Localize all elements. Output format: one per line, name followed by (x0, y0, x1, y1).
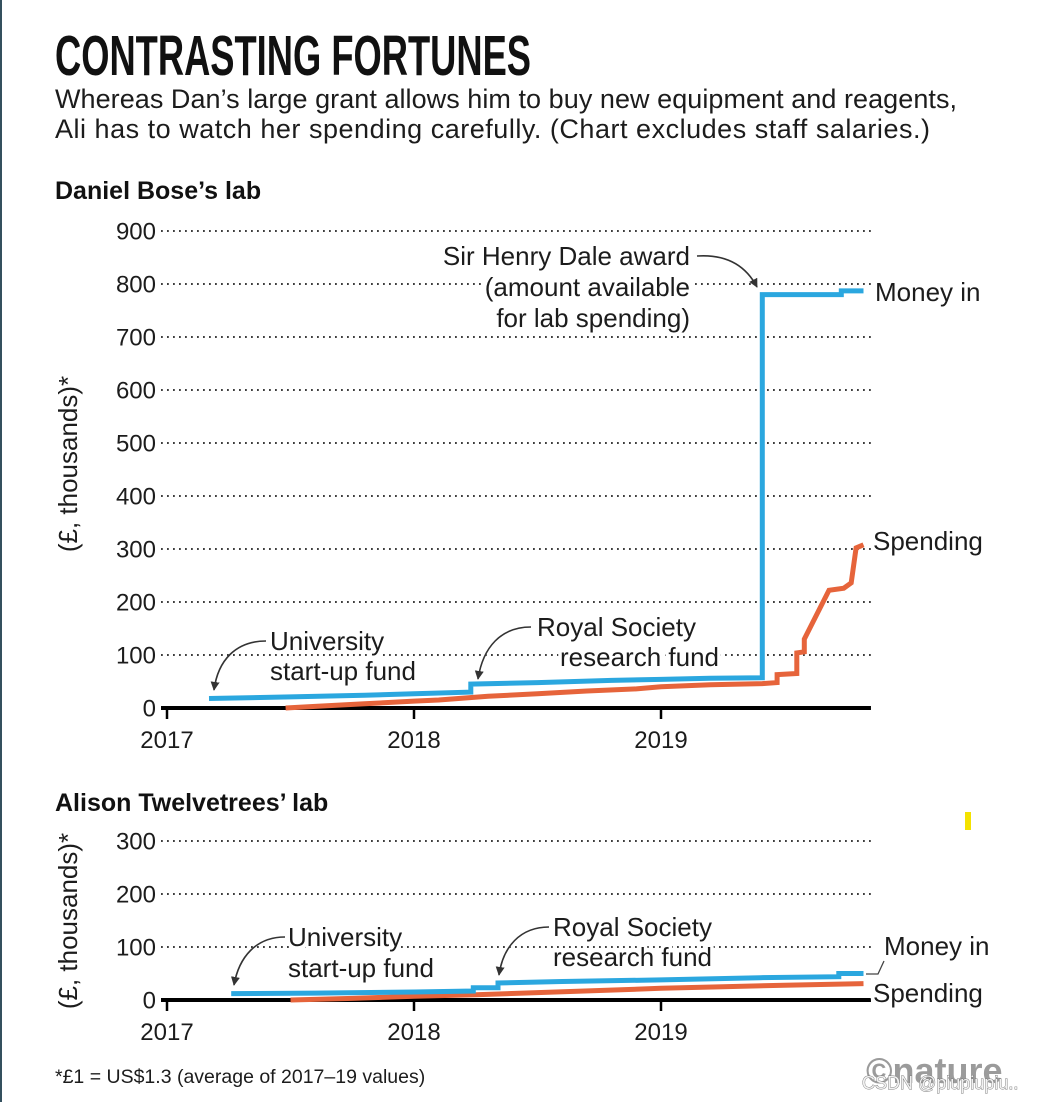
series-label-spending: Spending (873, 978, 983, 1008)
y-tick-label: 0 (143, 988, 156, 1015)
y-tick-label: 800 (116, 272, 156, 299)
money-in-line (208, 288, 864, 701)
highlight-mark (965, 812, 971, 830)
annotation-text: research fund (560, 642, 719, 672)
x-tick-label: 2019 (634, 727, 687, 754)
y-tick-label: 200 (116, 882, 156, 909)
annotation-text: start-up fund (288, 953, 434, 983)
y-tick-label: 100 (116, 643, 156, 670)
y-tick-label: 300 (116, 829, 156, 856)
annotation-arrow (474, 626, 532, 680)
header: CONTRASTING FORTUNES Whereas Dan’s large… (55, 24, 957, 144)
page-title: CONTRASTING FORTUNES (55, 24, 531, 88)
footnote: *£1 = US$1.3 (average of 2017–19 values) (55, 1066, 425, 1088)
money-in-leader-line (866, 960, 885, 975)
annotation-arrow (495, 926, 550, 976)
annotation-text: for lab spending) (496, 303, 690, 333)
annotation-arrow (696, 255, 758, 288)
y-tick-label: 600 (116, 378, 156, 405)
chart-alison-twelvetrees: Alison Twelvetrees’ lab (£, thousands)* … (53, 789, 993, 1046)
watermark: CSDN @piupiupiu.. (862, 1073, 1018, 1093)
annotation-text: University (288, 922, 402, 952)
chart-title: Daniel Bose’s lab (55, 177, 261, 205)
y-tick-label: 200 (116, 590, 156, 617)
subtitle-line: Whereas Dan’s large grant allows him to … (55, 84, 957, 114)
money-in-line (231, 971, 864, 997)
spending-line (290, 981, 864, 1003)
chart-title: Alison Twelvetrees’ lab (55, 789, 328, 817)
y-tick-label: 700 (116, 325, 156, 352)
y-axis-label: (£, thousands)* (53, 833, 83, 1009)
annotation-text: Royal Society (553, 912, 712, 942)
annotations: University start-up fund Royal Society r… (230, 909, 715, 987)
nature-logo: ©nature (866, 1050, 1003, 1091)
chart-daniel-bose: Daniel Bose’s lab (£, thousands)* 0 100 20… (53, 177, 986, 754)
plot-area: 0 100 200 300 400 500 600 700 800 900 2017 2018 2019 (116, 219, 871, 754)
y-tick-label: 900 (116, 219, 156, 246)
x-tick-label: 2018 (387, 727, 440, 754)
annotation-text: start-up fund (270, 656, 416, 686)
annotation-text: Royal Society (537, 612, 696, 642)
x-tick-label: 2017 (140, 1019, 193, 1046)
series-label-money-in: Money in (884, 931, 990, 961)
y-tick-label: 0 (143, 696, 156, 723)
series-label-money-in: Money in (875, 277, 981, 307)
subtitle-line: Ali has to watch her spending carefully.… (55, 114, 930, 144)
plot-area: 0 100 200 300 2017 2018 2019 (116, 829, 871, 1046)
series-label-spending: Spending (873, 526, 983, 556)
x-tick-label: 2018 (387, 1019, 440, 1046)
annotation-text: Sir Henry Dale award (443, 241, 690, 271)
y-tick-label: 500 (116, 431, 156, 458)
spending-line (285, 542, 865, 711)
y-axis-label: (£, thousands)* (53, 376, 83, 552)
annotation-arrow (230, 936, 286, 986)
annotation-arrow (210, 640, 267, 691)
annotation-text: University (270, 626, 384, 656)
y-tick-label: 400 (116, 484, 156, 511)
x-tick-label: 2019 (634, 1019, 687, 1046)
annotation-text: (amount available (485, 272, 690, 302)
annotations: University start-up fund Royal Society r… (210, 238, 758, 691)
x-tick-label: 2017 (140, 727, 193, 754)
y-tick-label: 100 (116, 935, 156, 962)
left-border (0, 0, 2, 1102)
y-tick-label: 300 (116, 537, 156, 564)
annotation-text: research fund (553, 942, 712, 972)
